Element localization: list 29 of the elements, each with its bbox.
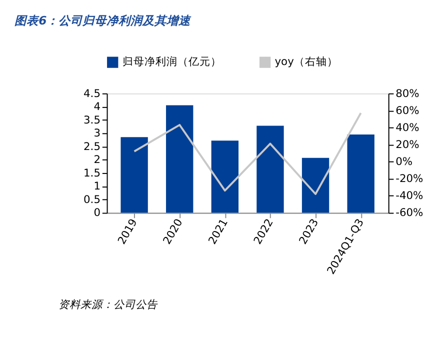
chart-title: 图表6：公司归母净利润及其增速 — [14, 13, 192, 28]
bar — [302, 158, 330, 213]
y-tick-label: 0.5 — [84, 192, 100, 206]
y2-tick-label: 20% — [396, 138, 420, 151]
y2-tick-label: -20% — [396, 172, 424, 186]
bar — [256, 126, 284, 213]
y-tick-label: 2 — [94, 153, 100, 166]
legend-label: yoy（右轴） — [274, 55, 338, 68]
legend-label: 归母净利润（亿元） — [122, 55, 222, 68]
y2-tick-label: -40% — [396, 189, 424, 202]
bar — [166, 105, 194, 213]
y-tick-label: 1 — [94, 180, 100, 193]
y2-tick-label: 0% — [396, 154, 413, 168]
y-tick-label: 4 — [94, 100, 101, 114]
y2-tick-label: 60% — [396, 104, 420, 117]
bar — [347, 134, 374, 213]
y-tick-label: 0 — [94, 206, 101, 220]
bar — [120, 137, 148, 213]
text: 资料来源：公司公告 — [58, 298, 158, 311]
y2-tick-label: -60% — [396, 206, 424, 220]
y-tick-label: 3 — [94, 126, 100, 140]
y-tick-label: 4.5 — [84, 86, 100, 100]
y2-tick-label: 80% — [396, 86, 420, 100]
y-tick-label: 2.5 — [84, 140, 100, 153]
y-tick-label: 3.5 — [84, 113, 100, 126]
line-series — [133, 112, 362, 195]
y-tick-label: 1.5 — [84, 166, 100, 180]
bar — [211, 140, 239, 213]
y2-tick-label: 40% — [396, 120, 420, 134]
